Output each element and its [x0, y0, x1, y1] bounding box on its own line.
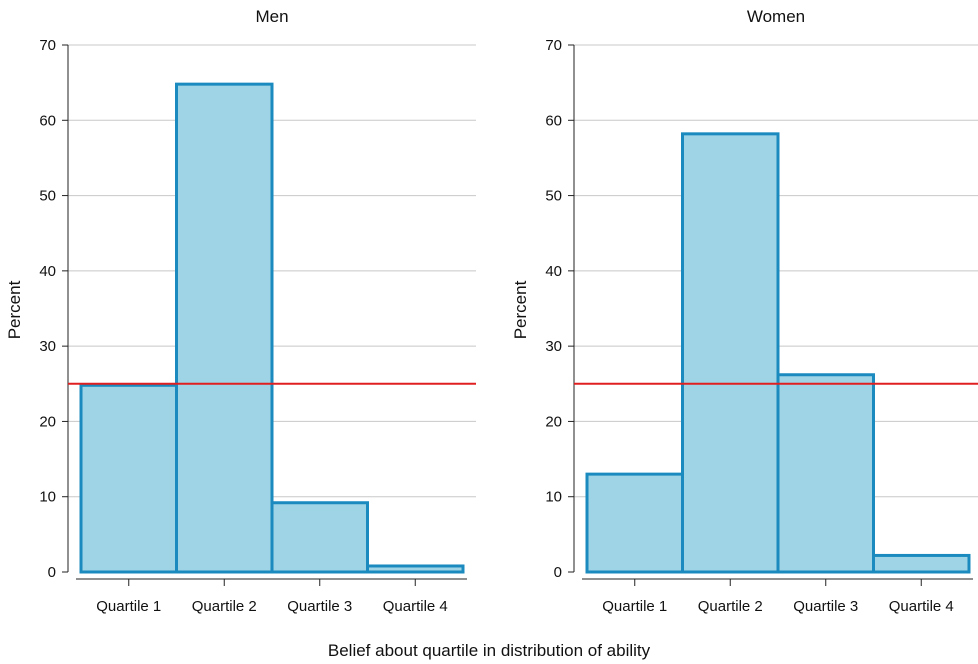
y-tick-label-0-5: 50 [39, 188, 56, 205]
y-tick-label-0-3: 30 [39, 338, 56, 355]
y-tick-label-1-3: 30 [545, 338, 562, 355]
x-tick-label-0-2: Quartile 3 [287, 598, 352, 615]
y-axis-title-1: Percent [511, 280, 530, 339]
bar-1-3 [872, 553, 971, 574]
x-tick-label-1-0: Quartile 1 [602, 598, 667, 615]
y-tick-label-0-4: 40 [39, 263, 56, 280]
panel-title-0: Men [255, 7, 288, 26]
x-tick-label-0-3: Quartile 4 [383, 598, 448, 615]
y-tick-label-0-1: 10 [39, 489, 56, 506]
x-tick-label-1-3: Quartile 4 [889, 598, 954, 615]
y-tick-label-1-0: 0 [554, 564, 562, 581]
y-tick-label-0-7: 70 [39, 37, 56, 54]
panel-title-1: Women [747, 7, 805, 26]
y-tick-label-1-2: 20 [545, 413, 562, 430]
x-tick-label-0-0: Quartile 1 [96, 598, 161, 615]
y-tick-label-1-1: 10 [545, 489, 562, 506]
y-tick-label-0-2: 20 [39, 413, 56, 430]
y-tick-label-0-6: 60 [39, 112, 56, 129]
y-tick-label-1-7: 70 [545, 37, 562, 54]
bar-1-2 [776, 373, 875, 574]
y-axis-title-0: Percent [5, 280, 24, 339]
x-tick-label-1-2: Quartile 3 [793, 598, 858, 615]
y-tick-label-1-5: 50 [545, 188, 562, 205]
x-tick-label-0-1: Quartile 2 [192, 598, 257, 615]
bar-1-1 [681, 132, 780, 574]
x-axis-title: Belief about quartile in distribution of… [328, 641, 651, 660]
x-tick-label-1-1: Quartile 2 [698, 598, 763, 615]
y-tick-label-1-6: 60 [545, 112, 562, 129]
bar-0-2 [270, 501, 369, 574]
y-tick-label-0-0: 0 [48, 564, 56, 581]
bar-1-0 [585, 472, 684, 574]
y-tick-label-1-4: 40 [545, 263, 562, 280]
bar-0-3 [366, 564, 465, 574]
bar-0-0 [79, 383, 178, 574]
bar-0-1 [175, 82, 274, 574]
